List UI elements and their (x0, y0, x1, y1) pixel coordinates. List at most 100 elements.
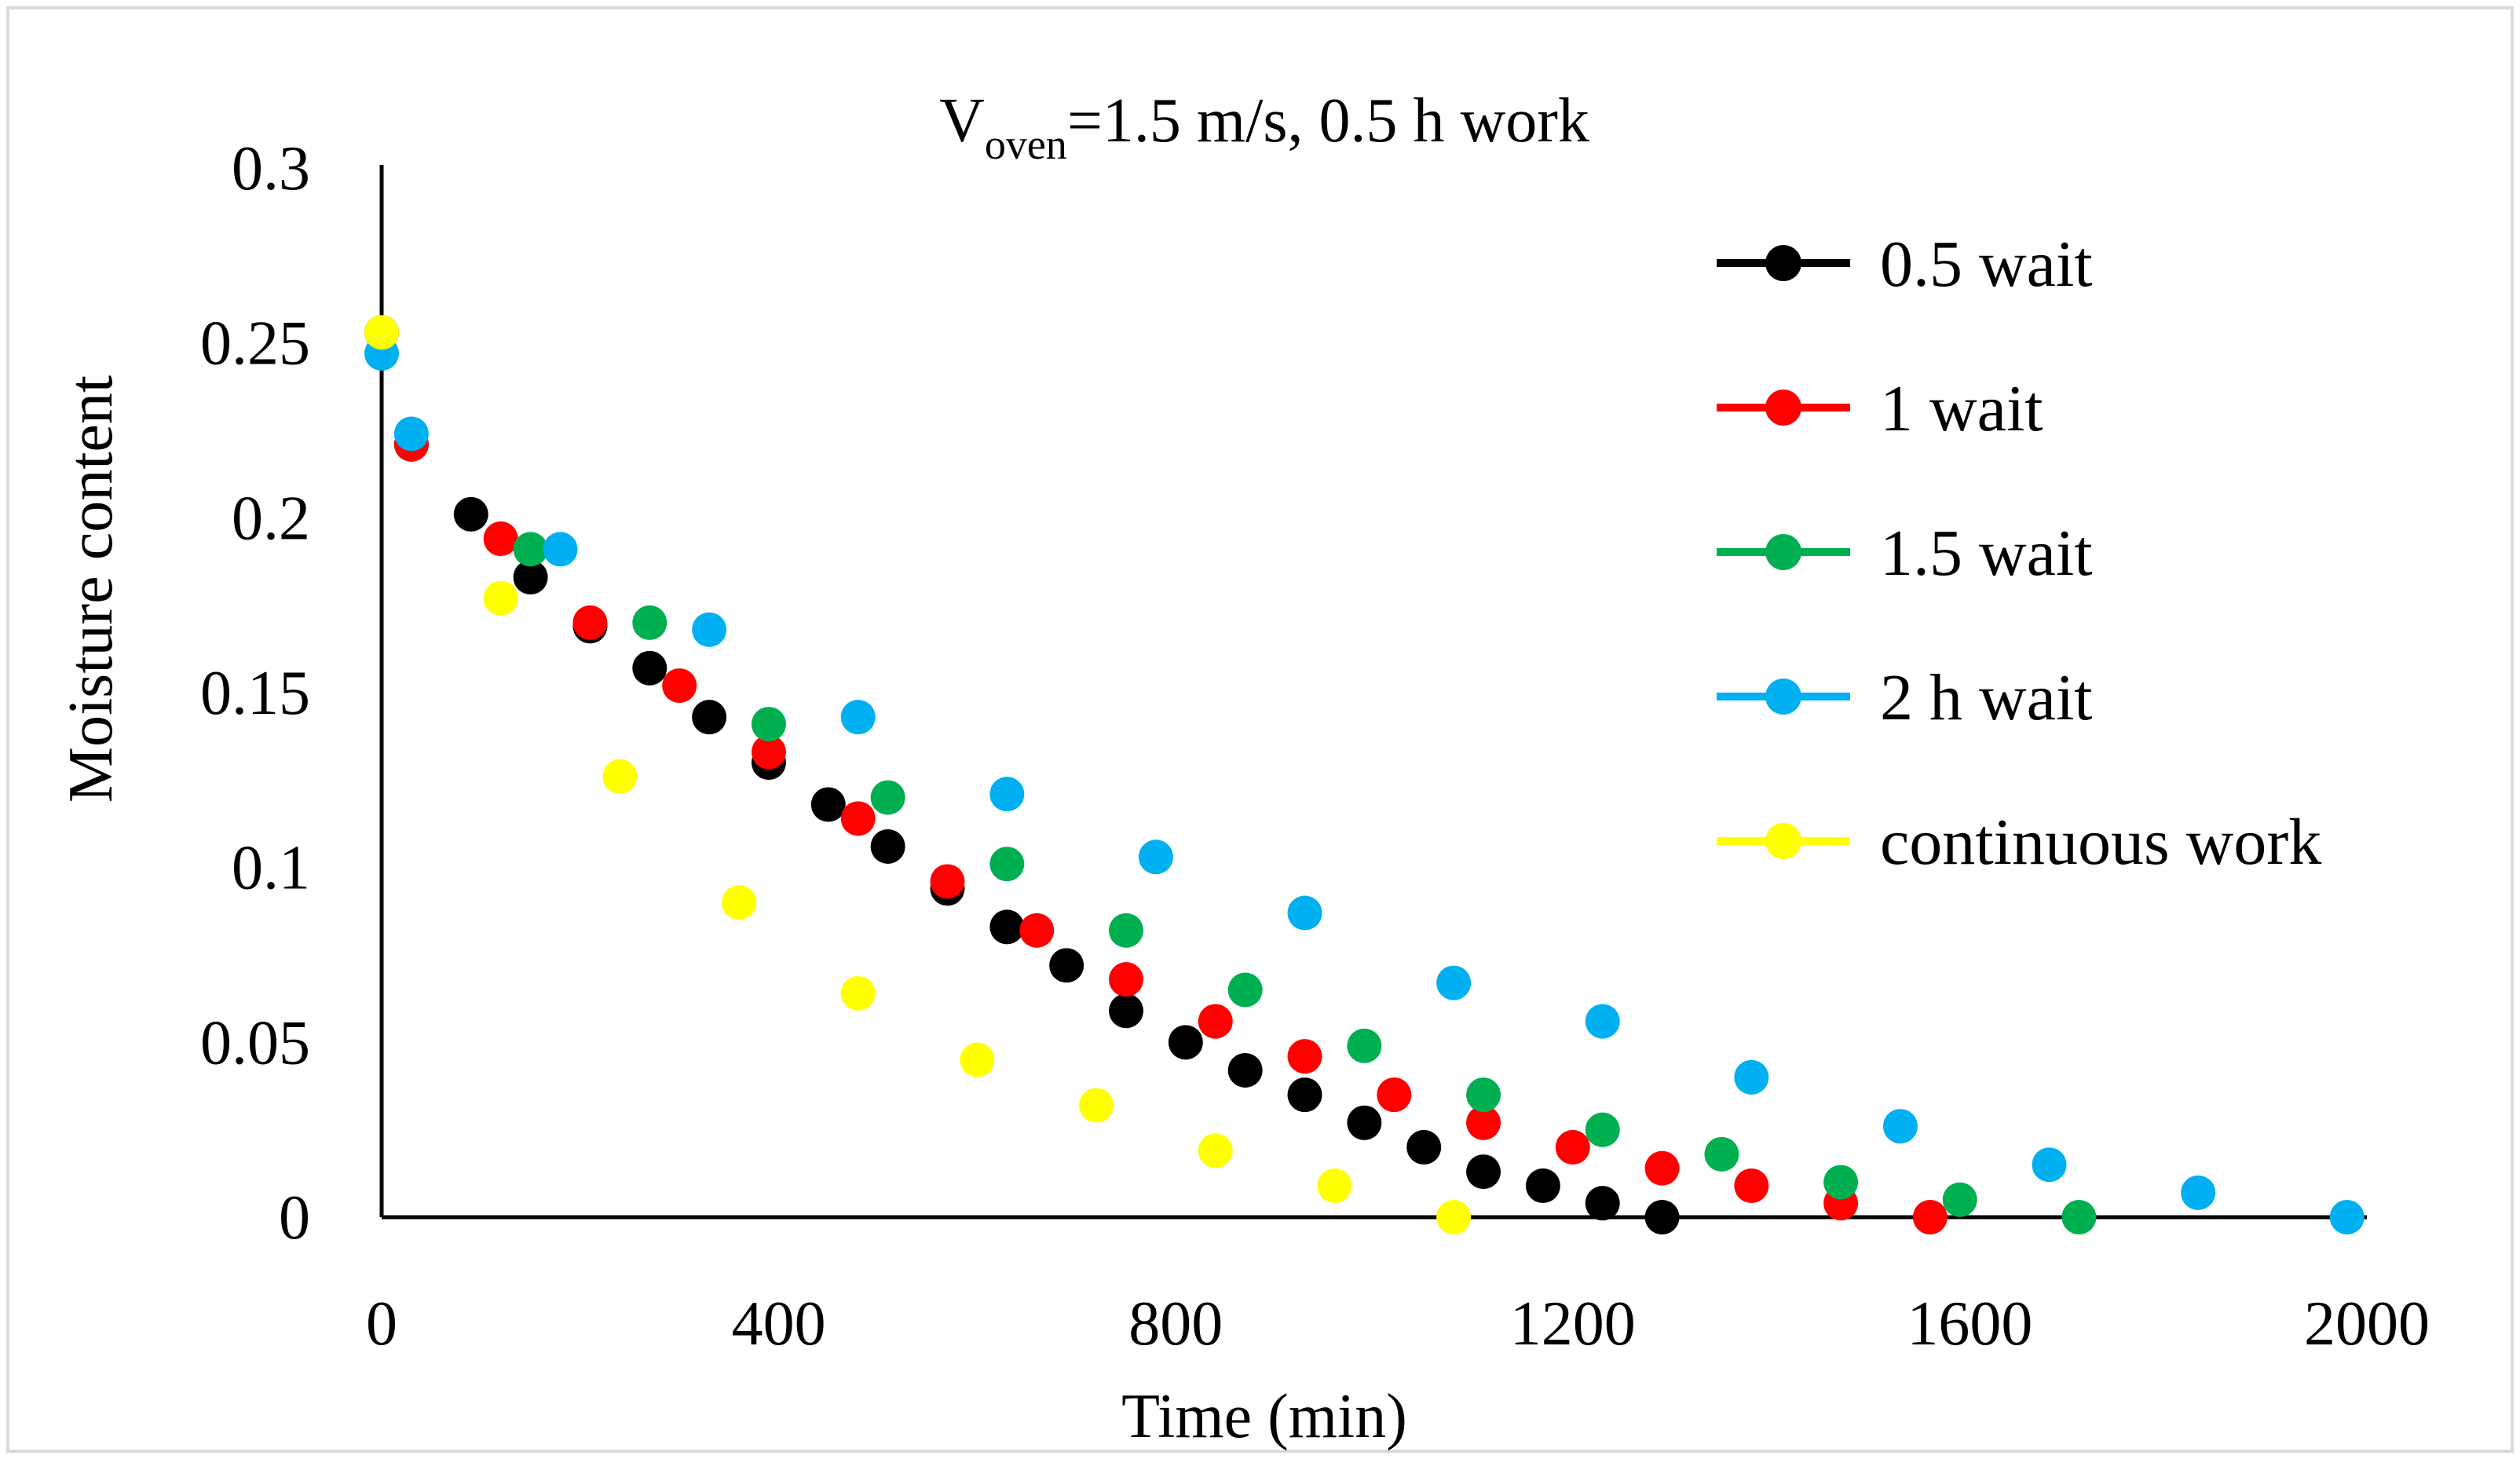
data-point (989, 777, 1025, 812)
x-tick-labels: 0 400 800 1200 1600 2000 (366, 1289, 2430, 1359)
data-point (2032, 1147, 2067, 1183)
data-point (1198, 1004, 1233, 1039)
legend-label: 1.5 wait (1880, 517, 2093, 590)
x-axis-title: Time (min) (1121, 1382, 1407, 1451)
data-point (1287, 895, 1322, 931)
data-point (1466, 1077, 1501, 1113)
data-point (1436, 965, 1472, 1000)
data-point (572, 605, 608, 640)
data-point (2329, 1200, 2365, 1234)
data-point (751, 734, 786, 770)
data-point (1555, 1129, 1590, 1165)
x-tick-label: 0 (366, 1289, 397, 1359)
data-point (1227, 972, 1263, 1008)
legend-item: 1 wait (1717, 372, 2043, 445)
data-point (840, 801, 876, 836)
y-axis-title: Moisture content (57, 375, 126, 803)
series-1-wait (393, 426, 1948, 1234)
data-point (1138, 839, 1173, 875)
y-tick-label: 0 (279, 1183, 310, 1253)
data-point (722, 885, 757, 920)
data-point (692, 612, 727, 647)
data-point (1347, 1105, 1382, 1140)
data-point (692, 700, 727, 735)
legend-item: 2 h wait (1717, 661, 2093, 734)
legend: 0.5 wait 1 wait 1.5 wait 2 h wait continuous… (1717, 228, 2321, 879)
data-point (1287, 1077, 1322, 1113)
data-point (1406, 1129, 1442, 1165)
data-point (453, 496, 488, 532)
data-point (870, 828, 905, 864)
legend-item: 0.5 wait (1717, 228, 2093, 301)
legend-label: continuous work (1880, 806, 2321, 879)
data-point (1525, 1168, 1560, 1203)
data-point (1882, 1109, 1918, 1144)
series-2-h-wait (364, 336, 2365, 1234)
y-tick-label: 0.2 (232, 484, 310, 553)
legend-label: 1 wait (1880, 372, 2043, 445)
data-point (632, 650, 667, 686)
data-point (1704, 1136, 1739, 1172)
data-point (1585, 1112, 1620, 1147)
data-point (1585, 1186, 1620, 1221)
data-point (1734, 1059, 1769, 1095)
data-point (1079, 1088, 1114, 1123)
data-point (989, 847, 1025, 882)
data-point (1942, 1182, 1977, 1217)
chart-title: Voven=1.5 m/s, 0.5 h work (939, 86, 1589, 168)
data-point (364, 315, 399, 350)
x-tick-label: 1600 (1907, 1289, 2032, 1359)
y-tick-label: 0.3 (232, 134, 310, 203)
data-point (1019, 913, 1055, 948)
y-tick-label: 0.15 (200, 659, 310, 728)
data-point (810, 787, 846, 822)
legend-marker (1765, 678, 1801, 715)
data-point (1734, 1168, 1769, 1203)
data-series (364, 315, 2365, 1234)
series-1-5-wait (513, 532, 2097, 1234)
data-point (840, 975, 876, 1011)
chart-title-suffix: =1.5 m/s, 0.5 h work (1067, 86, 1589, 155)
data-point (1466, 1105, 1501, 1140)
x-tick-label: 800 (1128, 1289, 1223, 1359)
legend-marker (1765, 823, 1801, 859)
data-point (602, 759, 638, 794)
data-point (662, 668, 697, 704)
x-tick-label: 400 (732, 1289, 826, 1359)
data-point (1109, 993, 1143, 1029)
data-point (1644, 1150, 1680, 1186)
y-tick-label: 0.1 (232, 834, 310, 903)
legend-marker (1765, 390, 1801, 426)
legend-marker (1765, 245, 1801, 281)
x-tick-label: 2000 (2304, 1289, 2430, 1359)
data-point (989, 909, 1025, 945)
legend-marker (1765, 534, 1801, 570)
data-point (483, 521, 518, 557)
y-tick-label: 0.25 (200, 309, 310, 379)
data-point (393, 416, 429, 452)
data-point (1109, 913, 1143, 948)
data-point (1912, 1200, 1948, 1234)
data-point (1287, 1039, 1322, 1074)
data-point (2181, 1175, 2216, 1210)
y-tick-labels: 0 0.05 0.1 0.15 0.2 0.25 0.3 (200, 134, 310, 1253)
data-point (1198, 1133, 1233, 1169)
data-point (632, 605, 667, 640)
x-tick-label: 1200 (1510, 1289, 1636, 1359)
data-point (1644, 1200, 1680, 1234)
data-point (870, 780, 905, 815)
chart-title-subscript: oven (985, 121, 1067, 168)
legend-label: 0.5 wait (1880, 228, 2093, 301)
data-point (1347, 1028, 1382, 1063)
data-point (1168, 1025, 1203, 1060)
data-point (1823, 1165, 1859, 1200)
data-point (1585, 1004, 1620, 1039)
series-continuous-work (364, 315, 1472, 1234)
data-point (543, 532, 578, 567)
data-point (1109, 962, 1143, 997)
data-point (1436, 1200, 1472, 1234)
data-point (1317, 1168, 1352, 1203)
data-point (1377, 1077, 1412, 1113)
data-point (960, 1042, 995, 1077)
